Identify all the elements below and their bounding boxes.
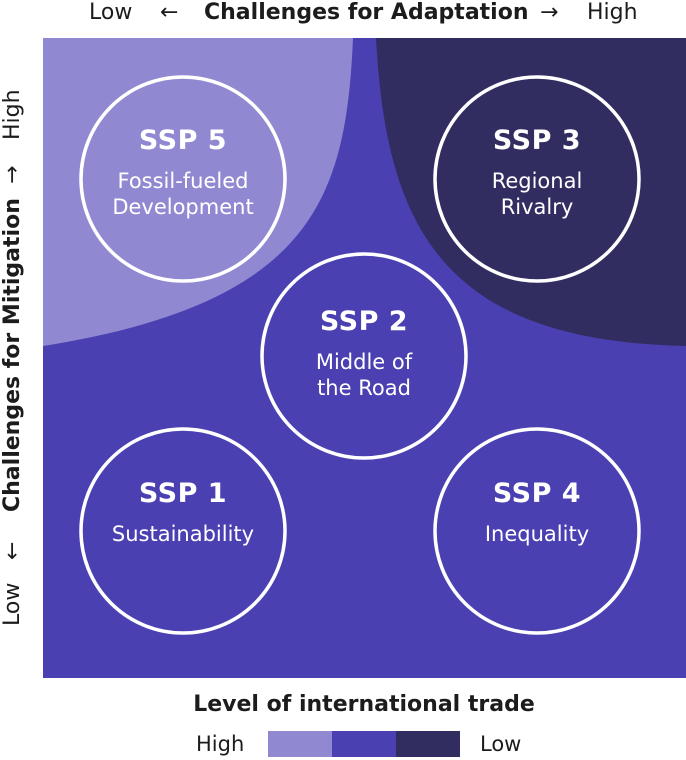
ssp2-name: Middle of the Road [264,349,464,401]
arrow-right-icon: → [540,0,559,25]
ssp1-label: SSP 1 Sustainability [83,478,283,547]
mitigation-low-label: Low [0,582,25,626]
mitigation-axis: Low ← Challenges for Mitigation → High [0,0,26,760]
legend-high-trade-swatch [268,731,332,757]
ssp1-name-line1: Sustainability [111,522,255,546]
ssp4-code: SSP 4 [492,478,582,509]
mitigation-axis-title: Challenges for Mitigation [0,198,25,512]
legend-medium-trade-swatch [332,731,396,757]
ssp2-circle [260,252,468,460]
adaptation-low-label: Low [89,0,133,25]
ssp1-code: SSP 1 [138,478,228,509]
ssp5-name-line2: Development [112,195,254,219]
legend-low-label: Low [480,732,522,756]
low-trade-region [376,38,686,346]
mitigation-high-label: High [0,89,25,140]
ssp2-code: SSP 2 [319,306,409,337]
adaptation-axis: Low ← Challenges for Adaptation → High [0,0,686,26]
ssp5-name-line1: Fossil-fueled [117,169,249,193]
ssp4-name: Inequality [437,521,637,547]
ssp1-circle [79,427,287,635]
ssp1-name: Sustainability [83,521,283,547]
ssp4-label: SSP 4 Inequality [437,478,637,547]
arrow-down-icon: ← [0,541,25,560]
ssp3-name-line1: Regional [491,169,583,193]
ssp-diagram: SSP 5 Fossil-fueled Development SSP 3 Re… [43,38,686,678]
ssp5-label: SSP 5 Fossil-fueled Development [83,125,283,220]
trade-legend: High Low [0,730,686,758]
adaptation-high-label: High [587,0,638,25]
legend-low-trade-swatch [396,731,460,757]
ssp3-name-line2: Rivalry [500,195,574,219]
arrow-left-icon: ← [160,0,179,25]
ssp2-label: SSP 2 Middle of the Road [264,306,464,401]
high-trade-region [43,38,353,346]
ssp2-name-line1: Middle of [315,350,413,374]
ssp3-code: SSP 3 [492,125,582,156]
ssp5-name: Fossil-fueled Development [83,168,283,220]
ssp2-name-line2: the Road [317,376,411,400]
arrow-up-icon: → [0,165,25,184]
ssp3-label: SSP 3 Regional Rivalry [437,125,637,220]
legend-title: Level of international trade [193,692,535,717]
ssp5-code: SSP 5 [138,125,228,156]
ssp3-name: Regional Rivalry [437,168,637,220]
ssp4-circle [433,427,641,635]
adaptation-axis-title: Challenges for Adaptation [204,0,529,25]
ssp3-circle [433,75,641,283]
ssp4-name-line1: Inequality [484,522,590,546]
ssp-quadrant-chart [43,38,686,678]
ssp5-circle [79,75,287,283]
legend-high-label: High [196,732,245,756]
